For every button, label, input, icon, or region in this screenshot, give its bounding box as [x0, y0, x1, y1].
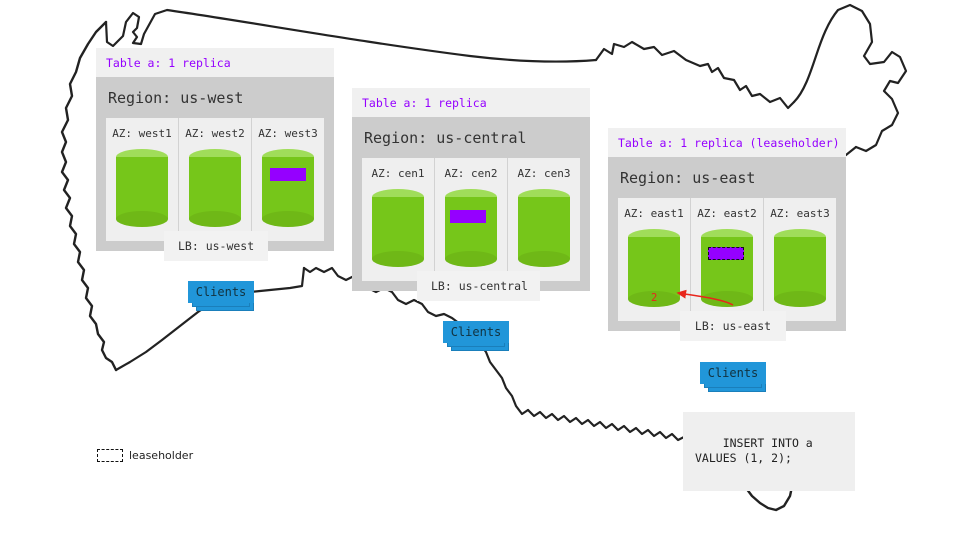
region-title-us-central: Region: us-central: [364, 129, 527, 147]
cylinder-bottom: [189, 211, 241, 227]
az-row-us-west: AZ: west1 AZ: west2: [106, 118, 324, 241]
node-cylinder-cen3[interactable]: [518, 189, 570, 267]
az-cell-east1[interactable]: AZ: east1: [618, 198, 690, 321]
replica-marker-cen2: [450, 210, 486, 223]
az-label-west1: AZ: west1: [112, 127, 172, 140]
node-cylinder-cen2[interactable]: [445, 189, 497, 267]
sql-statement-box: INSERT INTO a VALUES (1, 2);: [683, 412, 855, 491]
lb-label-us-east: LB: us-east: [694, 319, 772, 333]
cylinder-bottom: [701, 291, 753, 307]
sql-text: INSERT INTO a VALUES (1, 2);: [695, 436, 813, 465]
load-balancer-us-west[interactable]: LB: us-west: [164, 231, 268, 261]
cylinder-bottom: [445, 251, 497, 267]
az-cell-west2[interactable]: AZ: west2: [178, 118, 251, 241]
node-cylinder-west3[interactable]: [262, 149, 314, 227]
load-balancer-us-east[interactable]: LB: us-east: [680, 311, 786, 341]
az-label-west2: AZ: west2: [185, 127, 245, 140]
az-cell-west3[interactable]: AZ: west3: [251, 118, 324, 241]
cylinder-bottom: [774, 291, 826, 307]
clients-label: Clients: [707, 366, 759, 380]
az-label-cen1: AZ: cen1: [371, 167, 425, 180]
az-label-west3: AZ: west3: [258, 127, 318, 140]
az-label-cen3: AZ: cen3: [517, 167, 571, 180]
panel-header-us-east: Table a: 1 replica (leaseholder): [608, 128, 846, 157]
clients-stack-us-east[interactable]: Clients: [700, 362, 770, 392]
arrow-step-label: 2: [651, 292, 658, 304]
lb-label-us-west: LB: us-west: [178, 239, 255, 253]
clients-label: Clients: [450, 325, 502, 339]
panel-header-us-central: Table a: 1 replica: [352, 88, 590, 117]
node-cylinder-east1[interactable]: [628, 229, 680, 307]
az-cell-west1[interactable]: AZ: west1: [106, 118, 178, 241]
region-title-us-east: Region: us-east: [620, 169, 756, 187]
az-row-us-central: AZ: cen1 AZ: cen2: [362, 158, 580, 281]
panel-body-us-east: Region: us-east AZ: east1 AZ: east2: [608, 157, 846, 331]
az-cell-east2[interactable]: AZ: east2: [690, 198, 763, 321]
panel-body-us-central: Region: us-central AZ: cen1 AZ: cen2: [352, 117, 590, 291]
region-title-us-west: Region: us-west: [108, 89, 244, 107]
cylinder-bottom: [262, 211, 314, 227]
az-label-east1: AZ: east1: [624, 207, 684, 220]
cylinder-body: [189, 157, 241, 219]
clients-label: Clients: [195, 285, 247, 299]
lb-label-us-central: LB: us-central: [431, 279, 528, 293]
node-cylinder-east3[interactable]: [774, 229, 826, 307]
cylinder-bottom: [116, 211, 168, 227]
node-cylinder-west1[interactable]: [116, 149, 168, 227]
region-panel-us-east: Table a: 1 replica (leaseholder) Region:…: [608, 128, 846, 331]
az-label-east3: AZ: east3: [770, 207, 830, 220]
clients-button-us-central[interactable]: Clients: [443, 321, 509, 343]
az-label-cen2: AZ: cen2: [444, 167, 498, 180]
cylinder-body: [445, 197, 497, 259]
cylinder-body: [116, 157, 168, 219]
az-cell-cen3[interactable]: AZ: cen3: [507, 158, 580, 281]
region-panel-us-west: Table a: 1 replica Region: us-west AZ: w…: [96, 48, 334, 251]
az-cell-east3[interactable]: AZ: east3: [763, 198, 836, 321]
load-balancer-us-central[interactable]: LB: us-central: [417, 271, 540, 301]
replica-marker-west3: [270, 168, 306, 181]
cylinder-body: [628, 237, 680, 299]
az-cell-cen1[interactable]: AZ: cen1: [362, 158, 434, 281]
clients-button-us-east[interactable]: Clients: [700, 362, 766, 384]
cylinder-body: [518, 197, 570, 259]
clients-button-us-west[interactable]: Clients: [188, 281, 254, 303]
clients-stack-us-central[interactable]: Clients: [443, 321, 513, 351]
legend-leaseholder: leaseholder: [97, 449, 193, 462]
az-label-east2: AZ: east2: [697, 207, 757, 220]
cylinder-bottom: [518, 251, 570, 267]
cylinder-body: [372, 197, 424, 259]
panel-body-us-west: Region: us-west AZ: west1 AZ: west2: [96, 77, 334, 251]
az-cell-cen2[interactable]: AZ: cen2: [434, 158, 507, 281]
clients-stack-us-west[interactable]: Clients: [188, 281, 258, 311]
dashed-rectangle-icon: [97, 449, 123, 462]
region-panel-us-central: Table a: 1 replica Region: us-central AZ…: [352, 88, 590, 291]
node-cylinder-west2[interactable]: [189, 149, 241, 227]
panel-header-us-west: Table a: 1 replica: [96, 48, 334, 77]
node-cylinder-east2[interactable]: [701, 229, 753, 307]
cylinder-body: [262, 157, 314, 219]
cylinder-bottom: [372, 251, 424, 267]
leaseholder-replica-marker-east2: [708, 247, 744, 260]
node-cylinder-cen1[interactable]: [372, 189, 424, 267]
cylinder-bottom: [628, 291, 680, 307]
legend-label-leaseholder: leaseholder: [129, 449, 194, 462]
cylinder-body: [774, 237, 826, 299]
